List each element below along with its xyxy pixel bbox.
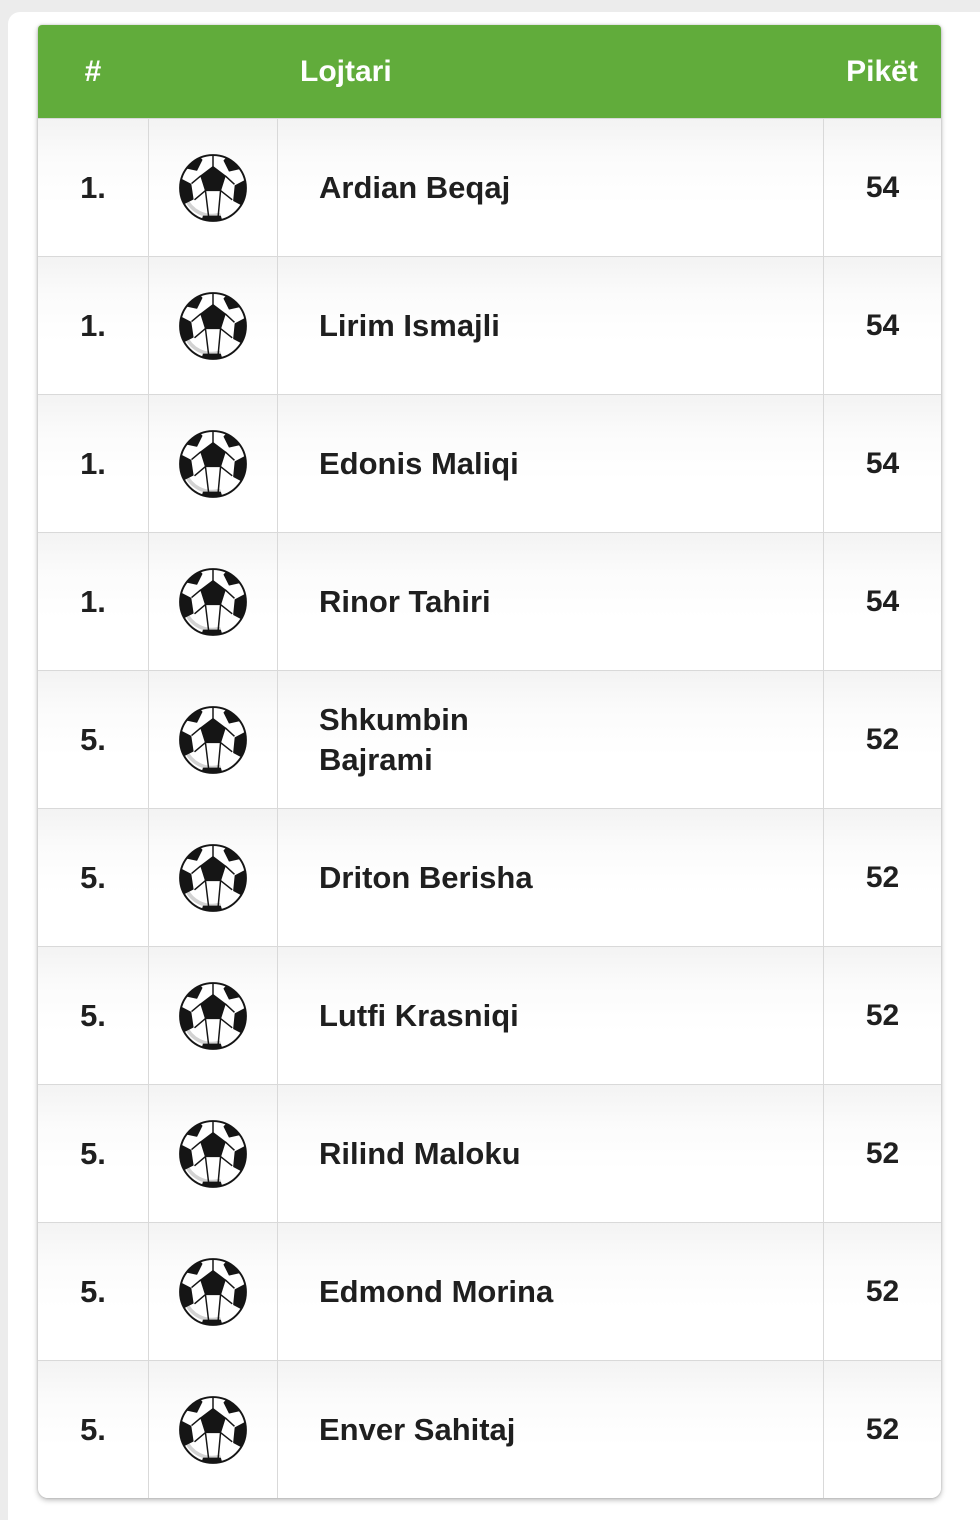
rank-label: 5. — [80, 1411, 106, 1447]
points-value: 52 — [865, 722, 900, 756]
table-row: 1. — [38, 532, 941, 670]
rank-label: 1. — [80, 445, 106, 481]
name-cell: Shkumbin Bajrami — [277, 671, 823, 808]
points-value: 54 — [865, 584, 900, 618]
points-cell: 52 — [823, 671, 941, 808]
table-row: 5. — [38, 1360, 941, 1498]
points-value: 54 — [865, 446, 900, 480]
points-cell: 52 — [823, 1223, 941, 1360]
icon-cell — [148, 671, 277, 808]
rank-cell: 5. — [38, 1085, 148, 1222]
table-header-row: # Lojtari Pikët — [38, 25, 941, 118]
soccer-ball-icon — [176, 702, 250, 778]
col-header-rank: # — [84, 54, 102, 88]
rank-label: 5. — [80, 1135, 106, 1171]
rank-label: 5. — [80, 721, 106, 757]
name-cell: Rinor Tahiri — [277, 533, 823, 670]
icon-cell — [148, 1085, 277, 1222]
player-name: Edonis Maliqi — [319, 445, 519, 481]
icon-cell — [148, 809, 277, 946]
rank-cell: 5. — [38, 809, 148, 946]
icon-cell — [148, 257, 277, 394]
table-row: 5. — [38, 670, 941, 808]
icon-cell — [148, 947, 277, 1084]
soccer-ball-icon — [176, 840, 250, 916]
rank-label: 1. — [80, 169, 106, 205]
soccer-ball-icon — [176, 564, 250, 640]
player-name: Enver Sahitaj — [319, 1411, 516, 1447]
rank-cell: 1. — [38, 257, 148, 394]
col-header-points: Pikët — [846, 54, 918, 88]
table-row: 1. — [38, 256, 941, 394]
player-name: Rinor Tahiri — [319, 583, 491, 619]
rank-cell: 5. — [38, 1223, 148, 1360]
rank-cell: 1. — [38, 395, 148, 532]
points-value: 52 — [865, 1412, 900, 1446]
player-name: Driton Berisha — [319, 859, 533, 895]
player-name: Rilind Maloku — [319, 1135, 521, 1171]
table-row: 1. — [38, 118, 941, 256]
points-cell: 54 — [823, 533, 941, 670]
soccer-ball-icon — [176, 1254, 250, 1330]
table-row: 5. — [38, 1222, 941, 1360]
points-value: 54 — [865, 308, 900, 342]
name-cell: Edonis Maliqi — [277, 395, 823, 532]
name-cell: Rilind Maloku — [277, 1085, 823, 1222]
soccer-ball-icon — [176, 978, 250, 1054]
points-cell: 54 — [823, 119, 941, 256]
player-name: Lirim Ismajli — [319, 307, 500, 343]
rank-label: 5. — [80, 1273, 106, 1309]
soccer-ball-icon — [176, 1116, 250, 1192]
points-value: 52 — [865, 998, 900, 1032]
icon-cell — [148, 1361, 277, 1498]
name-cell: Driton Berisha — [277, 809, 823, 946]
leaderboard-card: # Lojtari Pikët 1. — [38, 25, 941, 1498]
table-row: 5. — [38, 946, 941, 1084]
page-sheet: # Lojtari Pikët 1. — [8, 12, 980, 1520]
name-cell: Enver Sahitaj — [277, 1361, 823, 1498]
rank-cell: 1. — [38, 533, 148, 670]
points-cell: 54 — [823, 257, 941, 394]
points-value: 52 — [865, 1274, 900, 1308]
rank-label: 5. — [80, 997, 106, 1033]
points-value: 52 — [865, 1136, 900, 1170]
points-value: 52 — [865, 860, 900, 894]
table-row: 1. — [38, 394, 941, 532]
points-cell: 52 — [823, 809, 941, 946]
rank-cell: 5. — [38, 1361, 148, 1498]
player-name: Ardian Beqaj — [319, 169, 511, 205]
name-cell: Lutfi Krasniqi — [277, 947, 823, 1084]
name-cell: Lirim Ismajli — [277, 257, 823, 394]
table-row: 5. — [38, 808, 941, 946]
rank-label: 5. — [80, 859, 106, 895]
points-cell: 52 — [823, 947, 941, 1084]
icon-cell — [148, 119, 277, 256]
points-cell: 52 — [823, 1085, 941, 1222]
points-value: 54 — [865, 170, 900, 204]
table-row: 5. — [38, 1084, 941, 1222]
col-header-player: Lojtari — [300, 54, 392, 88]
icon-cell — [148, 1223, 277, 1360]
icon-cell — [148, 533, 277, 670]
rank-cell: 5. — [38, 671, 148, 808]
name-cell: Ardian Beqaj — [277, 119, 823, 256]
player-name: Shkumbin Bajrami — [319, 701, 469, 777]
icon-cell — [148, 395, 277, 532]
table-body: 1. — [38, 118, 941, 1498]
rank-cell: 5. — [38, 947, 148, 1084]
name-cell: Edmond Morina — [277, 1223, 823, 1360]
soccer-ball-icon — [176, 150, 250, 226]
rank-label: 1. — [80, 583, 106, 619]
soccer-ball-icon — [176, 426, 250, 502]
soccer-ball-icon — [176, 288, 250, 364]
points-cell: 52 — [823, 1361, 941, 1498]
points-cell: 54 — [823, 395, 941, 532]
rank-label: 1. — [80, 307, 106, 343]
soccer-ball-icon — [176, 1392, 250, 1468]
player-name: Lutfi Krasniqi — [319, 997, 519, 1033]
player-name: Edmond Morina — [319, 1273, 554, 1309]
rank-cell: 1. — [38, 119, 148, 256]
